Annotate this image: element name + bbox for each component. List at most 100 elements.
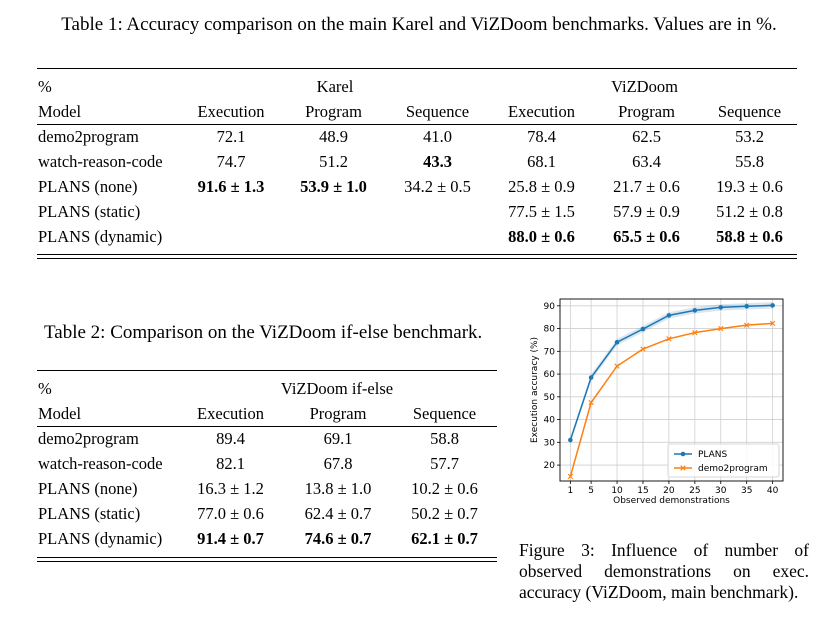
data-point-stroke (666, 336, 672, 342)
value-cell (285, 199, 382, 224)
table1-group-vizdoom: ViZDoom (611, 76, 678, 96)
value-cell: 57.7 (430, 453, 459, 473)
value-cell: 53.9 ± 1.0 (300, 176, 367, 196)
data-point (744, 322, 750, 328)
value-cell (382, 199, 493, 224)
table2-body: demo2program 89.4 69.1 58.8 watch-reason-cod… (38, 426, 496, 551)
data-point (769, 320, 776, 327)
value-cell: 41.0 (423, 126, 452, 146)
figure3-caption: Figure 3: Influence of number of observe… (519, 540, 809, 602)
model-name-cell: demo2program (38, 126, 139, 146)
value-cell: 78.4 (527, 126, 556, 146)
table1-subheader: Sequence (405, 101, 470, 121)
legend-marker (680, 465, 686, 471)
plot-frame (559, 298, 784, 482)
value-cell: 50.2 ± 0.7 (411, 503, 478, 523)
value-cell: 43.3 (423, 151, 452, 171)
legend-box (667, 443, 780, 478)
value-cell: 57.9 ± 0.9 (613, 201, 680, 221)
table1-subheader: Sequence (717, 101, 782, 121)
table1-bottom-rule-2 (37, 258, 797, 259)
table2-subheader: Execution (197, 403, 264, 423)
table1-caption: Table 1: Accuracy comparison on the main… (61, 14, 777, 35)
legend-marker (680, 451, 686, 457)
table1-subheader-row: Model Execution Program Sequence Executi… (38, 99, 796, 124)
value-cell: 69.1 (323, 428, 353, 448)
value-cell: 63.4 (632, 151, 661, 171)
y-axis-label: Execution accuracy (%) (530, 337, 540, 443)
y-tick-label: 60 (544, 370, 556, 380)
value-cell: 89.4 (216, 428, 245, 448)
y-tick-label: 80 (544, 325, 556, 335)
model-name-cell: watch-reason-code (38, 151, 163, 171)
model-name-cell: PLANS (dynamic) (38, 226, 163, 246)
value-cell: 91.6 ± 1.3 (197, 176, 265, 196)
y-tick-label: 30 (544, 438, 556, 448)
table-row: watch-reason-code 82.1 67.8 57.7 (38, 451, 496, 476)
data-point (718, 305, 724, 310)
data-point-stroke (588, 399, 594, 406)
x-axis-label: Observed demonstrations (613, 496, 730, 506)
x-tick-label: 1 (568, 486, 574, 496)
x-tick-label: 40 (767, 486, 779, 496)
table1-group-header-row: % Karel ViZDoom (38, 74, 796, 99)
value-cell: 51.2 (319, 151, 348, 171)
value-cell: 82.1 (216, 453, 245, 473)
table2-subheader-row: Model Execution Program Sequence (38, 401, 496, 426)
table2-header-underline (37, 426, 497, 427)
x-tick-label: 20 (663, 486, 675, 496)
plans-confidence-band (570, 302, 773, 444)
table2-group: ViZDoom if-else (280, 378, 394, 398)
data-point (640, 346, 646, 352)
table1-top-rule (37, 68, 797, 69)
value-cell: 58.8 (430, 428, 459, 448)
value-cell: 51.2 ± 0.8 (716, 201, 783, 221)
data-point-stroke (718, 325, 724, 332)
value-cell: 16.3 ± 1.2 (197, 478, 264, 498)
value-cell: 34.2 ± 0.5 (404, 176, 471, 196)
value-cell (177, 224, 285, 249)
table2-caption: Table 2: Comparison on the ViZDoom if-el… (44, 322, 483, 343)
model-name-cell: watch-reason-code (38, 453, 163, 473)
value-cell: 21.7 ± 0.6 (613, 176, 680, 196)
table-row: demo2program 89.4 69.1 58.8 (38, 426, 496, 451)
table2-percent-label: % (38, 378, 52, 398)
table-row: PLANS (none) 91.6 ± 1.3 53.9 ± 1.0 34.2 ± 0… (38, 174, 796, 199)
data-point (666, 336, 672, 342)
data-point-stroke (744, 322, 750, 328)
table-row: PLANS (dynamic) 88.0 ± 0.6 65.5 ± 0.6 58.8 … (38, 224, 796, 249)
value-cell: 91.4 ± 0.7 (197, 528, 264, 548)
value-cell: 10.2 ± 0.6 (411, 478, 478, 498)
data-point-stroke (614, 363, 620, 369)
table-row: watch-reason-code 74.7 51.2 43.3 68.1 63.4 55.… (38, 149, 796, 174)
table1-body: demo2program 72.1 48.9 41.0 78.4 62.5 53.2 watc… (38, 124, 796, 249)
model-name-cell: PLANS (static) (38, 201, 141, 221)
legend-label: PLANS (698, 450, 728, 460)
value-cell: 88.0 ± 0.6 (508, 226, 575, 246)
data-point (770, 303, 775, 308)
value-cell: 77.0 ± 0.6 (197, 503, 264, 523)
x-tick-label: 15 (637, 486, 648, 496)
table2-group-header-row: % ViZDoom if-else (38, 376, 496, 401)
value-cell: 65.5 ± 0.6 (613, 226, 680, 246)
data-point-stroke (769, 320, 776, 327)
table2-subheader: Program (309, 403, 367, 423)
data-point-stroke (692, 329, 698, 336)
value-cell (382, 224, 493, 249)
table1-group-karel: Karel (316, 76, 354, 96)
data-point-stroke (640, 346, 646, 352)
x-tick-label: 25 (689, 486, 700, 496)
model-name-cell: PLANS (static) (38, 503, 141, 523)
value-cell: 55.8 (735, 151, 764, 171)
model-name-cell: PLANS (none) (38, 478, 138, 498)
table2-bottom-rule (37, 557, 497, 558)
value-cell: 62.5 (632, 126, 661, 146)
y-tick-label: 70 (544, 347, 556, 357)
value-cell: 72.1 (216, 126, 246, 146)
table1-subheader: Execution (197, 101, 265, 121)
model-name-cell: PLANS (none) (38, 176, 138, 196)
data-point (568, 437, 573, 443)
x-tick-label: 5 (588, 486, 594, 496)
y-tick-label: 40 (544, 416, 556, 426)
